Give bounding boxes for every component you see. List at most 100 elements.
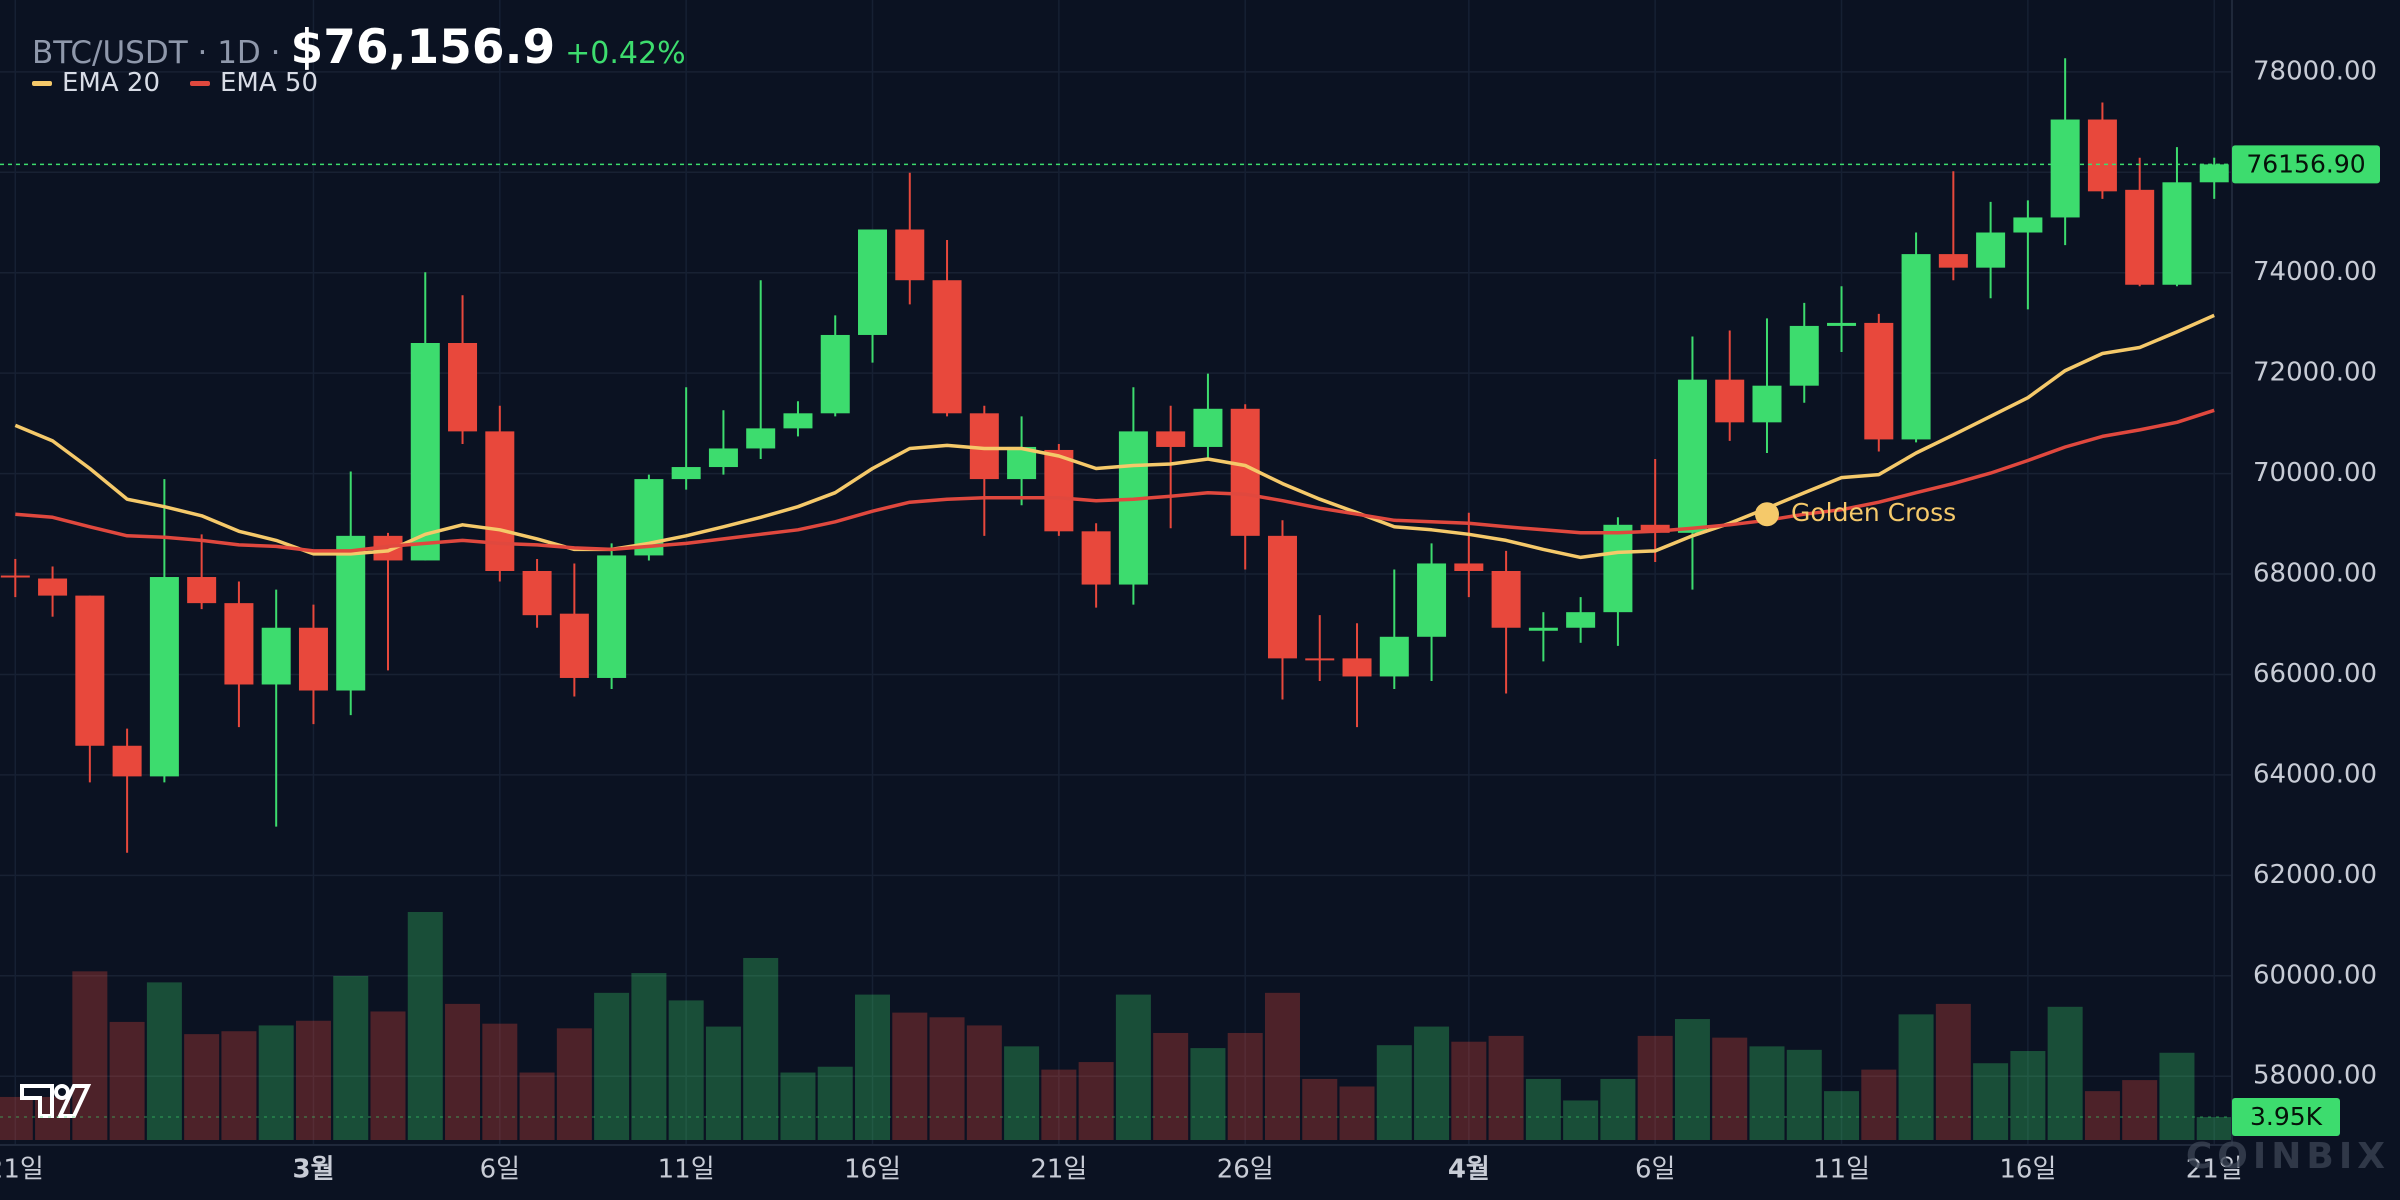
volume-bar	[668, 1000, 704, 1140]
volume-bar	[631, 973, 667, 1140]
y-tick-label: 68000.00	[2253, 559, 2377, 589]
x-tick-label: 16일	[1999, 1155, 2056, 1185]
volume-bar	[1973, 1063, 2009, 1140]
candle-body	[1305, 658, 1335, 661]
candle-body	[708, 448, 738, 468]
volume-bar	[1824, 1091, 1860, 1140]
volume-bar	[1488, 1035, 1524, 1140]
volume-bar	[1004, 1046, 1040, 1140]
candle-body	[1938, 254, 1968, 268]
volume-bar	[1861, 1069, 1897, 1140]
legend-item: EMA 20	[32, 68, 160, 98]
candle-body	[1603, 524, 1633, 613]
candle-body	[298, 627, 328, 691]
volume-bar	[743, 957, 779, 1140]
y-tick-label: 60000.00	[2253, 960, 2377, 990]
volume-bar	[1115, 994, 1151, 1140]
candle-body	[1230, 408, 1260, 536]
volume-bar	[146, 982, 182, 1140]
volume-bar	[258, 1025, 294, 1140]
x-tick-label: 6일	[480, 1155, 520, 1185]
volume-bar	[72, 971, 108, 1140]
candle-body	[187, 577, 217, 604]
last-price: $76,156.9	[290, 20, 556, 75]
candle-body	[224, 603, 254, 685]
x-tick-label: 21일	[2186, 1155, 2243, 1185]
current-volume-label: 3.95K	[2250, 1102, 2323, 1131]
candle-body	[112, 745, 142, 777]
x-tick-label: 21일	[0, 1155, 44, 1185]
legend-label: EMA 20	[62, 68, 160, 98]
candle-body	[1827, 322, 1857, 326]
volume-bar	[1674, 1019, 1710, 1140]
volume-bar	[1898, 1014, 1934, 1140]
x-tick-label: 21일	[1030, 1155, 1087, 1185]
legend-label: EMA 50	[220, 68, 318, 98]
logo-part	[20, 1084, 54, 1118]
y-tick-label: 78000.00	[2253, 56, 2377, 86]
candle-body	[1417, 563, 1447, 637]
logo-part	[56, 1084, 92, 1118]
volume-bar	[1078, 1062, 1114, 1140]
legend-item: EMA 50	[190, 68, 318, 98]
candle-body	[1118, 431, 1148, 585]
candle-body	[1528, 627, 1558, 631]
volume-bar	[1600, 1078, 1636, 1140]
candle-body	[1715, 379, 1745, 423]
legend-swatch	[190, 80, 210, 86]
candle-body	[1454, 563, 1484, 571]
candle-body	[1156, 431, 1186, 447]
volume-bar	[817, 1066, 853, 1140]
watermark: COINBIX	[2186, 1136, 2390, 1177]
y-tick-label: 74000.00	[2253, 257, 2377, 287]
y-tick-label: 58000.00	[2253, 1061, 2377, 1091]
candle-body	[932, 280, 962, 414]
volume-bar	[370, 1011, 406, 1140]
volume-bar	[594, 992, 630, 1140]
y-tick-label: 62000.00	[2253, 860, 2377, 890]
candle-body	[858, 229, 888, 335]
legend: EMA 20 EMA 50	[32, 68, 318, 98]
volume-bar	[2196, 1117, 2232, 1140]
volume-bar	[1190, 1048, 1226, 1140]
x-tick-label: 11일	[658, 1155, 715, 1185]
x-tick-label: 3월	[292, 1155, 334, 1185]
candle-body	[2087, 119, 2117, 192]
candle-body	[671, 467, 701, 480]
price-pane: Golden Cross	[0, 58, 2229, 853]
y-tick-label: 64000.00	[2253, 759, 2377, 789]
volume-bar	[184, 1034, 220, 1140]
symbol-title: BTC/USDT · 1D ·	[32, 35, 281, 71]
volume-bar	[2010, 1051, 2046, 1140]
candle-body	[1677, 379, 1707, 533]
volume-bar	[2159, 1052, 2195, 1140]
candle-body	[448, 342, 478, 432]
candle-body	[1007, 446, 1037, 480]
volume-bar	[966, 1025, 1002, 1140]
annotation-dot	[1754, 502, 1779, 527]
annotation-label: Golden Cross	[1791, 498, 1956, 527]
candle-body	[895, 229, 925, 281]
volume-bar	[519, 1072, 555, 1140]
candle-body	[746, 428, 776, 449]
candle-body	[2125, 189, 2155, 285]
y-tick-label: 66000.00	[2253, 659, 2377, 689]
current-volume-box	[2232, 1098, 2340, 1137]
candle-body	[2050, 119, 2080, 218]
volume-bar	[1786, 1049, 1822, 1140]
y-tick-label: 72000.00	[2253, 358, 2377, 388]
x-tick-label: 16일	[844, 1155, 901, 1185]
volume-bar	[482, 1023, 518, 1140]
volume-bar	[295, 1020, 331, 1140]
volume-bar	[109, 1021, 145, 1140]
volume-bar	[1451, 1041, 1487, 1140]
x-tick-label: 6일	[1635, 1155, 1675, 1185]
logo-part	[54, 1084, 70, 1100]
legend-swatch	[32, 80, 52, 86]
candle-body	[2013, 217, 2043, 233]
ema-line	[14, 313, 2215, 560]
x-tick-label: 4월	[1448, 1155, 1490, 1185]
volume-bar	[1041, 1069, 1077, 1140]
volume-bar	[1712, 1037, 1748, 1140]
candle-body	[1864, 322, 1894, 440]
